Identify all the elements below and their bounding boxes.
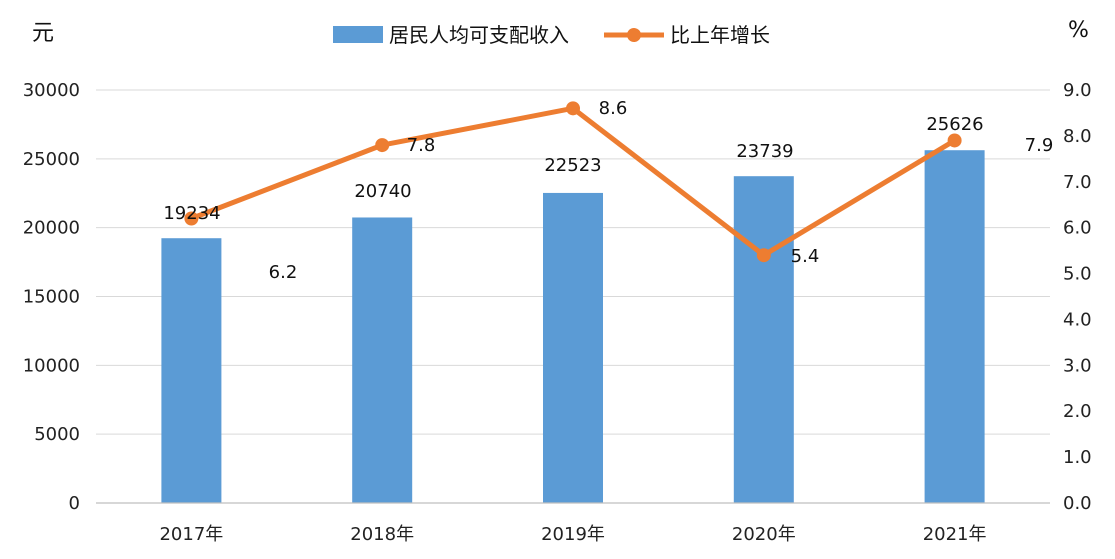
y-right-unit-label: %: [1068, 18, 1089, 43]
legend-line-marker: [627, 28, 641, 42]
legend-bar-label: 居民人均可支配收入: [389, 23, 569, 47]
bar: [733, 176, 794, 503]
line-point: [756, 248, 771, 263]
y-left-tick-label: 30000: [23, 80, 80, 101]
bar: [924, 150, 985, 503]
y-right-tick-label: 2.0: [1063, 401, 1092, 422]
bar-series: [161, 150, 985, 504]
bar: [352, 217, 413, 503]
y-left-tick-label: 5000: [34, 424, 80, 445]
x-tick-label: 2021年: [923, 524, 987, 545]
bar-value-label: 20740: [354, 181, 411, 202]
x-tick-label: 2020年: [732, 524, 796, 545]
bar-value-label: 25626: [926, 114, 983, 135]
line-point: [184, 211, 199, 226]
line-point: [375, 138, 390, 153]
bar-value-label: 19234: [163, 203, 220, 224]
y-left-tick-label: 20000: [23, 218, 80, 239]
legend-bar-swatch: [333, 26, 383, 43]
bar: [161, 238, 222, 504]
legend-item-line: 比上年增长: [604, 23, 770, 47]
line-point: [566, 101, 580, 116]
y-right-tick-label: 8.0: [1063, 126, 1092, 147]
line-point: [947, 133, 962, 148]
line-value-label: 5.4: [791, 246, 820, 267]
y-right-tick-label: 5.0: [1063, 264, 1092, 285]
y-right-tick-label: 1.0: [1063, 447, 1092, 468]
y-right-tick-label: 3.0: [1063, 355, 1092, 376]
bar-value-label: 22523: [544, 155, 601, 176]
legend-line-label: 比上年增长: [670, 23, 770, 47]
line-value-label: 8.6: [599, 98, 628, 119]
y-left-unit-label: 元: [32, 21, 54, 46]
y-left-tick-label: 25000: [23, 149, 80, 170]
y-right-tick-label: 7.0: [1063, 172, 1092, 193]
y-right-tick-label: 0.0: [1063, 493, 1092, 514]
y-left-tick-label: 0: [69, 493, 80, 514]
bar: [543, 192, 603, 504]
y-right-tick-label: 9.0: [1063, 80, 1092, 101]
x-tick-label: 2019年: [541, 524, 605, 545]
legend: 居民人均可支配收入 比上年增长: [333, 23, 770, 47]
y-left-tick-label: 15000: [23, 287, 80, 308]
x-tick-label: 2018年: [350, 524, 414, 545]
data-labels: 19234 20740 22523 23739 25626 6.2 7.8 8.6 5.4 7.9: [163, 98, 1053, 283]
line-value-label: 7.8: [407, 135, 436, 156]
y-right-tick-label: 4.0: [1063, 309, 1092, 330]
axes: 0 5000 10000 15000 20000 25000 30000 0.0 1.0 2.0 3…: [23, 18, 1092, 545]
bar-value-label: 23739: [736, 141, 793, 162]
line-value-label: 7.9: [1025, 135, 1054, 156]
y-left-tick-label: 10000: [23, 355, 80, 376]
x-tick-label: 2017年: [159, 524, 223, 545]
line-value-label: 6.2: [269, 262, 298, 283]
legend-item-bar: 居民人均可支配收入: [333, 23, 569, 47]
line-series: [184, 101, 962, 263]
y-right-tick-label: 6.0: [1063, 218, 1092, 239]
